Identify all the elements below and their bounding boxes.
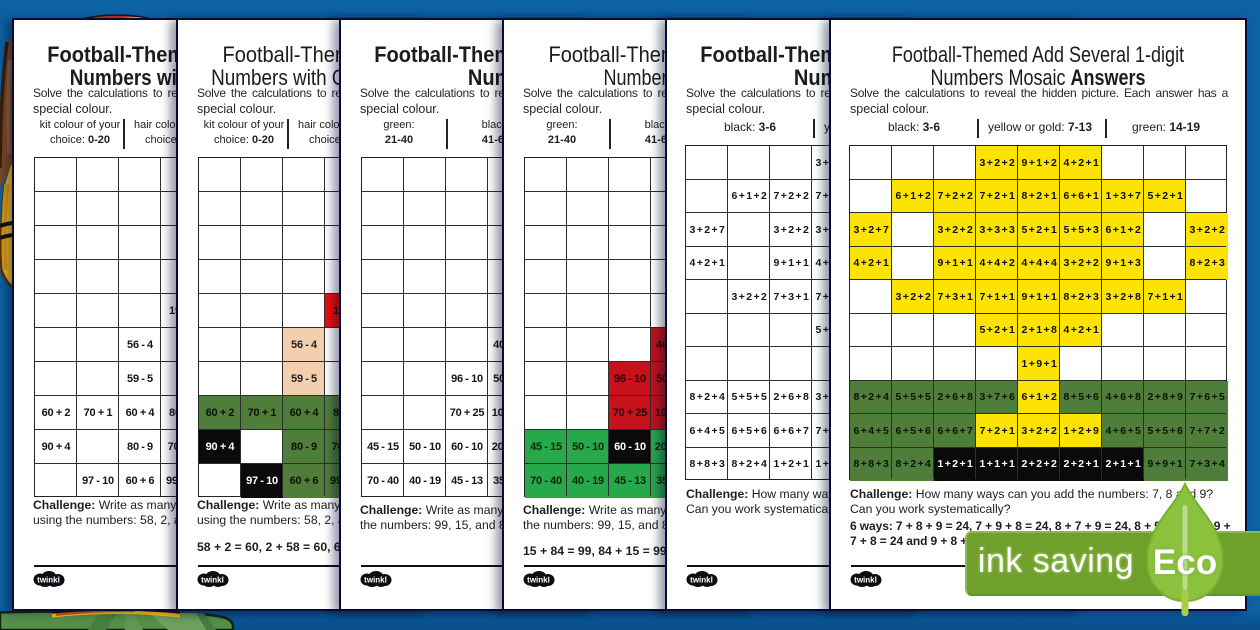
svg-text:twinkl: twinkl bbox=[527, 576, 550, 585]
svg-text:twinkl: twinkl bbox=[854, 576, 877, 585]
svg-text:twinkl: twinkl bbox=[37, 576, 60, 585]
svg-text:twinkl: twinkl bbox=[690, 576, 713, 585]
svg-text:twinkl: twinkl bbox=[364, 576, 387, 585]
svg-text:twinkl: twinkl bbox=[201, 576, 224, 585]
